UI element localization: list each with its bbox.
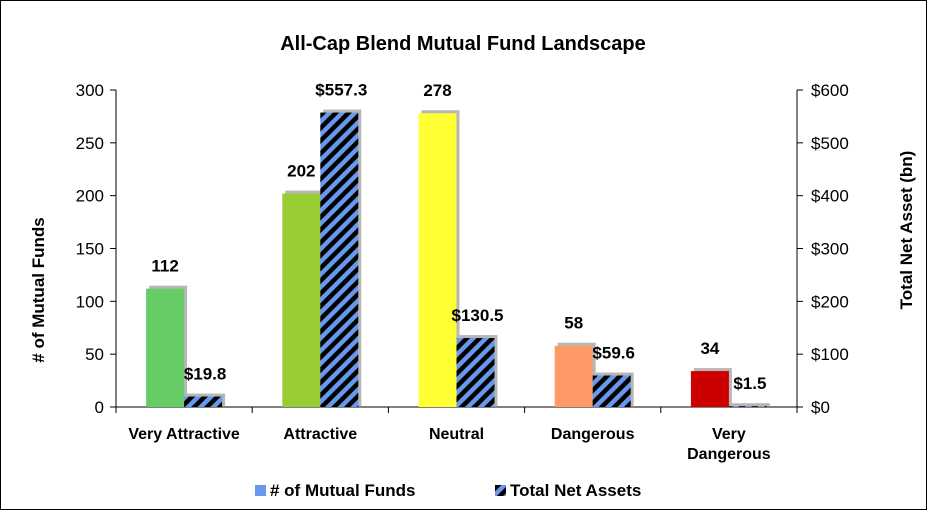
legend: # of Mutual Funds Total Net Assets <box>255 481 641 500</box>
bar-funds <box>418 113 457 407</box>
plot-area: 0 50 100 150 200 250 300 $0 $100 $200 $300 $400 $500… <box>76 81 849 463</box>
bar-assets <box>592 375 631 407</box>
left-tick-label: 300 <box>76 81 104 100</box>
legend-swatch-assets <box>495 485 506 496</box>
left-tick-label: 250 <box>76 134 104 153</box>
x-tick-label: Very <box>712 426 746 443</box>
right-axis-label: Total Net Asset (bn) <box>897 151 916 310</box>
bar-funds <box>690 371 729 407</box>
right-tick-label: $200 <box>811 292 849 311</box>
left-tick-label: 200 <box>76 187 104 206</box>
data-label-assets: $19.8 <box>184 365 227 384</box>
right-tick-label: $500 <box>811 134 849 153</box>
x-tick-label: Very Attractive <box>128 426 240 443</box>
x-tick-label: Attractive <box>283 426 357 443</box>
data-label-assets: $59.6 <box>592 344 635 363</box>
data-label-funds: 112 <box>151 257 178 276</box>
left-tick-label: 50 <box>85 345 104 364</box>
legend-label-funds: # of Mutual Funds <box>270 481 415 500</box>
bar-assets <box>456 338 495 407</box>
right-tick-label: $100 <box>811 345 849 364</box>
legend-swatch-funds <box>255 485 266 496</box>
right-tick-label: $300 <box>811 240 849 259</box>
right-tick-label: $400 <box>811 187 849 206</box>
right-tick-label: $600 <box>811 81 849 100</box>
bar-assets <box>184 396 223 407</box>
x-tick-label: Dangerous <box>687 446 771 463</box>
right-tick-label: $0 <box>811 398 830 417</box>
left-tick-label: 100 <box>76 292 104 311</box>
left-tick-label: 0 <box>95 398 104 417</box>
data-label-funds: 278 <box>423 81 451 100</box>
bar-assets <box>320 112 359 408</box>
data-label-assets: $1.5 <box>733 374 766 393</box>
bar-funds <box>554 345 593 407</box>
legend-label-assets: Total Net Assets <box>510 481 641 500</box>
data-label-assets: $130.5 <box>452 306 504 325</box>
bar-funds <box>282 193 321 407</box>
left-axis-label: # of Mutual Funds <box>29 217 48 362</box>
bar-assets <box>728 406 767 407</box>
bar-funds <box>146 288 185 407</box>
data-label-funds: 202 <box>287 162 315 181</box>
data-label-funds: 58 <box>564 314 583 333</box>
x-tick-label: Dangerous <box>551 426 635 443</box>
data-label-funds: 34 <box>700 339 719 358</box>
left-tick-label: 150 <box>76 240 104 259</box>
data-label-assets: $557.3 <box>315 81 367 100</box>
bar-shadow <box>731 403 770 407</box>
chart-title: All-Cap Blend Mutual Fund Landscape <box>280 33 646 55</box>
x-tick-label: Neutral <box>429 426 484 443</box>
